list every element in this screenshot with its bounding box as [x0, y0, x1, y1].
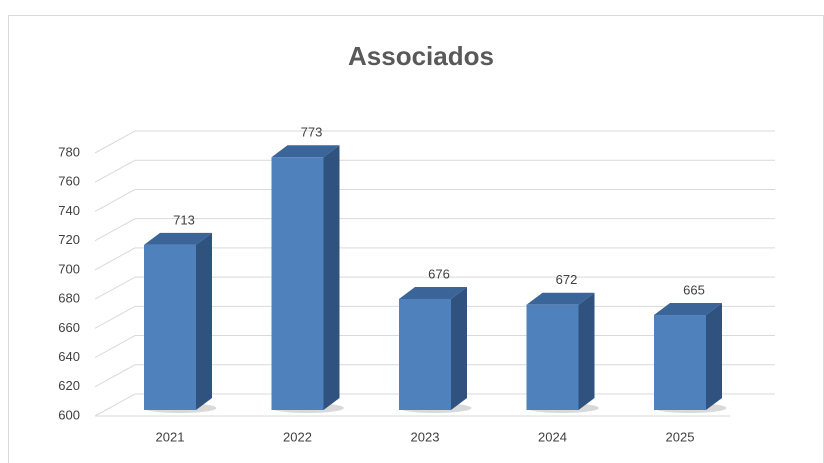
- y-tick-label: 660: [58, 320, 80, 335]
- bar-top: [144, 232, 212, 245]
- bar: [271, 157, 324, 410]
- grid-line: [94, 276, 775, 300]
- data-label: 672: [556, 272, 578, 287]
- y-tick-label: 680: [58, 291, 80, 306]
- bar-top: [654, 303, 722, 316]
- bar: [526, 304, 579, 410]
- x-tick-label: 2023: [411, 429, 440, 444]
- x-tick-label: 2022: [283, 429, 312, 444]
- bar-side: [578, 292, 595, 410]
- bar-top: [526, 292, 595, 305]
- x-tick-label: 2021: [156, 429, 185, 444]
- grid-line: [94, 159, 775, 183]
- y-tick-label: 740: [58, 203, 80, 218]
- x-tick-label: 2024: [538, 429, 567, 444]
- grid-line: [94, 188, 775, 212]
- grid-line: [94, 130, 775, 154]
- y-tick-label: 760: [58, 174, 80, 189]
- grid-line: [94, 247, 775, 271]
- bar-side: [451, 286, 467, 410]
- chart-title: Associados: [348, 41, 494, 71]
- data-label: 676: [428, 266, 450, 281]
- data-label: 773: [301, 125, 323, 140]
- data-label: 665: [683, 282, 705, 297]
- y-tick-label: 620: [58, 378, 80, 393]
- x-tick-label: 2025: [666, 429, 695, 444]
- bar-top: [271, 145, 340, 158]
- bar-side: [323, 145, 340, 410]
- grid-line: [94, 218, 775, 242]
- y-tick-label: 780: [58, 144, 80, 159]
- bar-top: [399, 286, 467, 299]
- data-label: 713: [173, 212, 195, 227]
- y-tick-label: 700: [58, 261, 80, 276]
- bar: [144, 244, 196, 410]
- y-tick-label: 720: [58, 232, 80, 247]
- y-tick-label: 640: [58, 349, 80, 364]
- bar-side: [706, 303, 722, 410]
- bar-side: [196, 232, 212, 410]
- y-tick-label: 600: [58, 407, 80, 422]
- bar: [654, 315, 706, 410]
- bar: [399, 298, 451, 410]
